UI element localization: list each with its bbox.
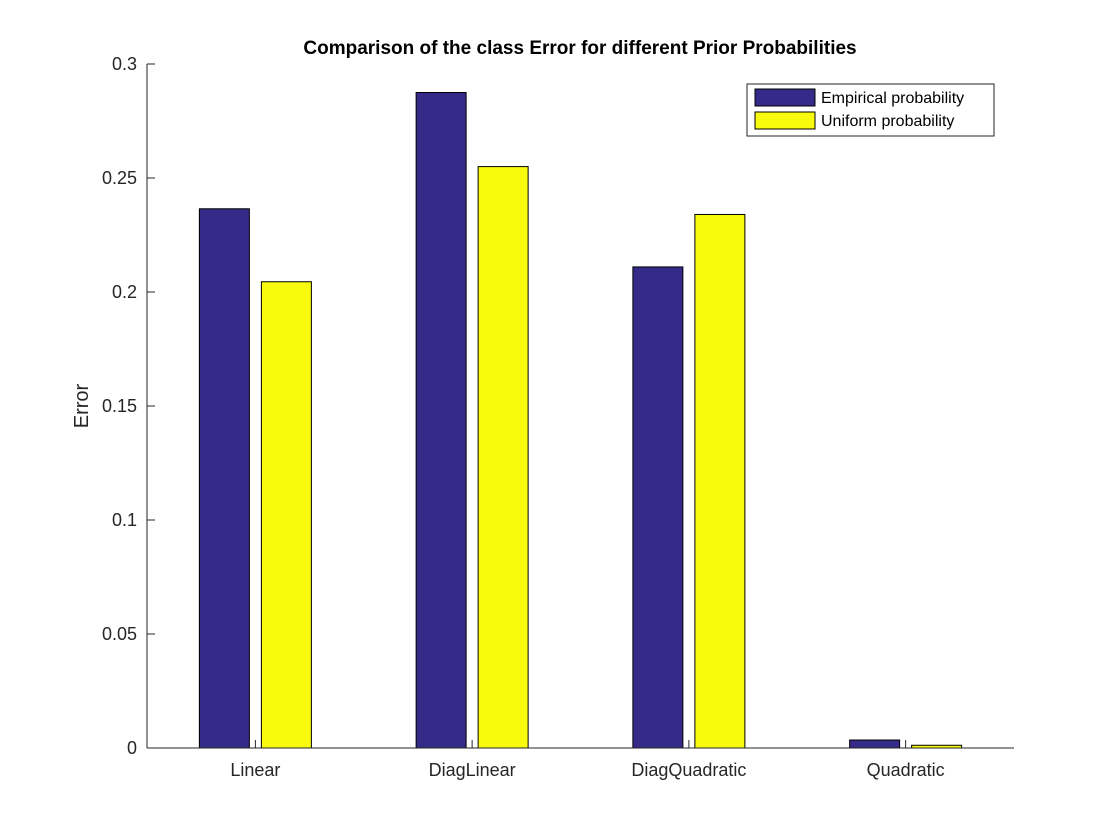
y-tick-label: 0 [127,738,137,758]
y-tick-label: 0.25 [102,168,137,188]
y-tick-label: 0.15 [102,396,137,416]
y-tick-label: 0.05 [102,624,137,644]
bar-uniform-diagquadratic [694,213,746,749]
legend-swatch-uniform [754,111,816,130]
bar-empirical-diagquadratic [632,266,684,749]
legend: Empirical probability Uniform probability [746,83,995,137]
legend-label-uniform: Uniform probability [821,113,954,130]
x-tick-label: DiagQuadratic [631,760,746,780]
y-tick-label: 0.1 [112,510,137,530]
x-tick-label: Linear [230,760,280,780]
bar-uniform-diaglinear [477,166,529,749]
legend-label-empirical: Empirical probability [821,90,964,107]
y-tick-label: 0.2 [112,282,137,302]
bar-empirical-linear [198,208,250,749]
x-tick-label: DiagLinear [429,760,516,780]
y-tick-label: 0.3 [112,54,137,74]
y-axis-label: Error [71,383,93,428]
chart-title: Comparison of the class Error for differ… [303,38,856,59]
bar-empirical-quadratic [849,739,901,749]
bars-layer [198,92,963,749]
bar-uniform-linear [260,281,312,749]
bar-empirical-diaglinear [415,92,467,749]
legend-swatch-empirical [754,88,816,107]
x-tick-label: Quadratic [867,760,945,780]
axes-layer: 0 0.05 0.1 0.15 0.2 0.25 0.3 Linear DiagLinear Di… [102,54,1014,780]
